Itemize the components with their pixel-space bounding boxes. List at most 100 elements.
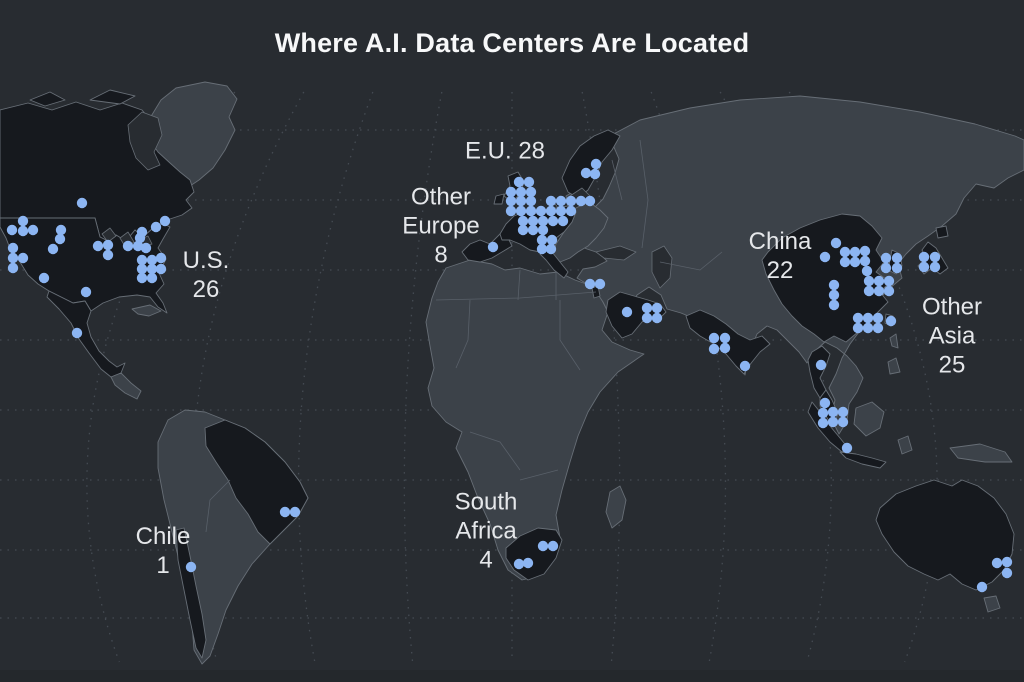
region-label-line: Europe: [402, 212, 480, 240]
dots-north-america: [6, 197, 171, 339]
data-center-dot: [102, 239, 114, 251]
data-center-dot: [859, 255, 871, 267]
data-center-dot: [537, 215, 549, 227]
data-center-dot: [883, 285, 895, 297]
data-center-dot: [76, 197, 88, 209]
data-center-dot: [513, 176, 525, 188]
data-center-dot: [102, 249, 114, 261]
landmass-africa: [425, 259, 645, 581]
data-center-dot: [863, 275, 875, 287]
data-center-dot: [819, 397, 831, 409]
data-center-dot: [47, 243, 59, 255]
region-label-line: 8: [434, 241, 448, 269]
landmass-java: [839, 451, 887, 469]
data-center-dot: [289, 506, 301, 518]
landmass-philippines: [889, 333, 899, 349]
data-center-dot: [1001, 556, 1013, 568]
data-center-dot: [584, 195, 596, 207]
data-center-dot: [590, 158, 602, 170]
data-center-dot: [883, 275, 895, 287]
landmass-japan-hokkaido: [935, 225, 949, 239]
data-center-dot: [862, 312, 874, 324]
data-center-dot: [146, 263, 158, 275]
landmass-thailand: [807, 345, 831, 399]
data-center-dot: [515, 186, 527, 198]
data-center-dot: [641, 302, 653, 314]
landmass-central-america: [110, 372, 142, 400]
data-center-dot: [527, 215, 539, 227]
page-title: Where A.I. Data Centers Are Located: [274, 28, 750, 58]
data-center-dot: [651, 312, 663, 324]
data-center-dot: [580, 167, 592, 179]
landmass-borneo: [853, 401, 885, 437]
data-center-dot: [991, 557, 1003, 569]
arctic-island: [89, 89, 136, 105]
data-center-dot: [849, 246, 861, 258]
data-center-dot: [545, 195, 557, 207]
dots-southeast-asia: [815, 359, 853, 454]
data-center-dot: [837, 406, 849, 418]
data-center-dot: [852, 312, 864, 324]
data-center-dot: [547, 215, 559, 227]
landmass-ireland: [493, 193, 505, 205]
data-center-dot: [584, 278, 596, 290]
dots-europe: [487, 158, 602, 255]
data-center-dot: [719, 342, 731, 354]
region-label-other-asia: Other Asia 25: [922, 293, 982, 380]
data-center-dot: [546, 234, 558, 246]
region-label-line: E.U. 28: [464, 137, 546, 165]
data-center-dot: [873, 285, 885, 297]
data-center-dot: [547, 540, 559, 552]
region-label-line: South: [454, 488, 518, 516]
data-center-dot: [929, 251, 941, 263]
landmass-cuba: [131, 304, 162, 317]
region-label-china: China 22: [749, 227, 812, 285]
landmasses: [0, 81, 1024, 665]
region-label-line: Africa: [455, 517, 517, 545]
data-center-dot: [863, 285, 875, 297]
data-center-dot: [146, 272, 158, 284]
data-center-dot: [523, 176, 535, 188]
landmass-madagascar: [605, 485, 627, 529]
data-center-dot: [7, 252, 19, 264]
data-center-dot: [159, 215, 171, 227]
data-center-dot: [880, 262, 892, 274]
data-center-dot: [815, 359, 827, 371]
landmass-mexico: [46, 290, 126, 378]
data-center-dot: [525, 195, 537, 207]
data-center-dot: [830, 237, 842, 249]
region-label-line: 1: [156, 552, 170, 579]
data-center-dot: [6, 224, 18, 236]
data-center-dot: [891, 262, 903, 274]
data-center-dot: [545, 205, 557, 217]
region-label-line: Other: [410, 183, 472, 211]
data-center-dot: [527, 224, 539, 236]
landmass-italy: [539, 247, 569, 279]
data-center-dot: [929, 261, 941, 273]
data-center-dot: [891, 252, 903, 264]
data-center-dot: [708, 343, 720, 355]
landmass-new-guinea: [949, 443, 1013, 463]
data-center-dot: [185, 561, 197, 573]
data-center-dot: [873, 275, 885, 287]
data-center-dot: [7, 242, 19, 254]
data-center-dot: [155, 263, 167, 275]
data-center-dot: [122, 240, 134, 252]
region-label-eu: E.U. 28: [465, 137, 545, 166]
data-center-dot: [719, 332, 731, 344]
data-center-dot: [146, 254, 158, 266]
data-center-dot: [17, 225, 29, 237]
data-center-dot: [17, 215, 29, 227]
dots-south-america: [185, 506, 301, 573]
data-center-dot: [827, 406, 839, 418]
data-center-dot: [651, 302, 663, 314]
data-center-dot: [132, 240, 144, 252]
data-center-dot: [594, 278, 606, 290]
landmass-australia: [875, 479, 1015, 591]
great-lake: [101, 227, 117, 243]
landmass-tasmania: [983, 595, 1001, 613]
data-center-dot: [522, 557, 534, 569]
caspian-sea: [651, 245, 673, 289]
country-borders: [205, 139, 723, 533]
